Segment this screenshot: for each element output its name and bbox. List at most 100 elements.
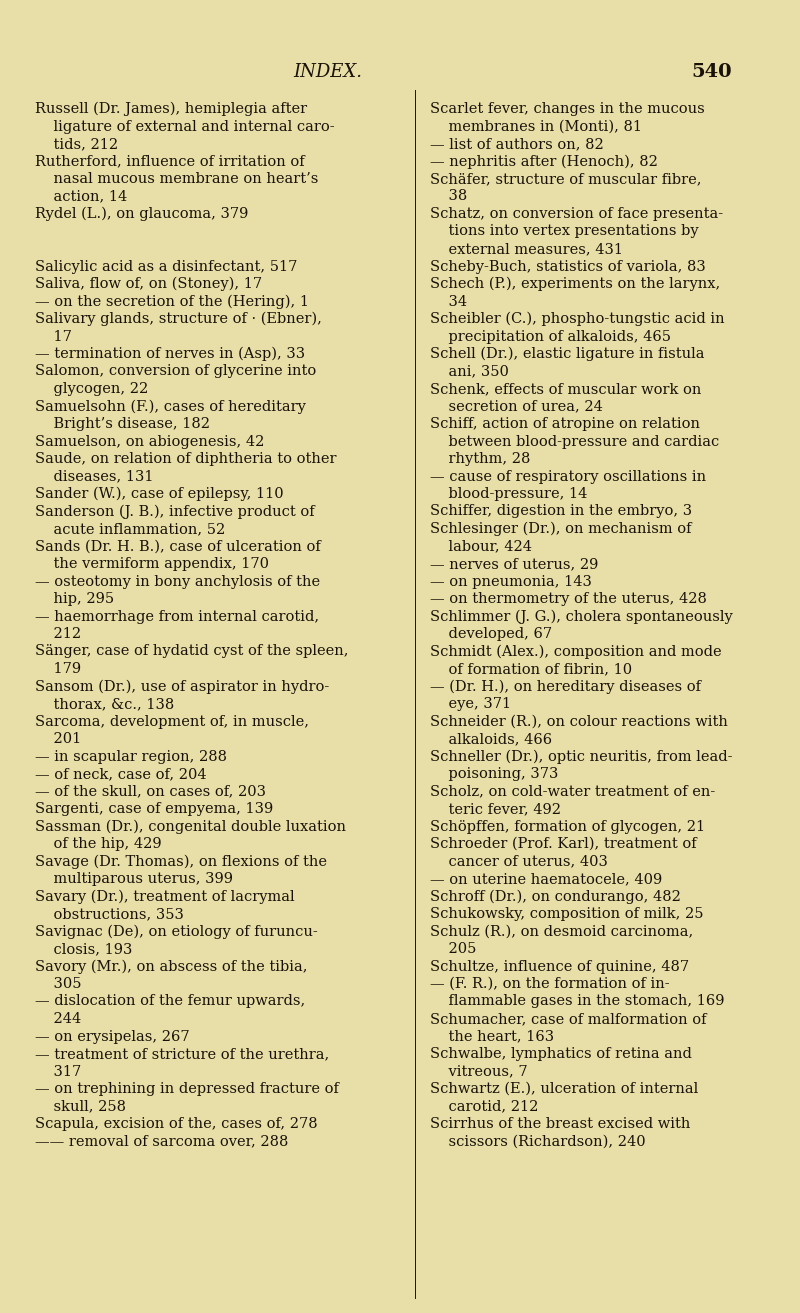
- Text: Schenk, effects of muscular work on: Schenk, effects of muscular work on: [430, 382, 702, 397]
- Text: obstructions, 353: obstructions, 353: [35, 907, 184, 920]
- Text: Rutherford, influence of irritation of: Rutherford, influence of irritation of: [35, 155, 305, 168]
- Text: ani, 350: ani, 350: [430, 365, 509, 378]
- Text: Schroff (Dr.), on condurango, 482: Schroff (Dr.), on condurango, 482: [430, 889, 681, 903]
- Text: — (F. R.), on the formation of in-: — (F. R.), on the formation of in-: [430, 977, 670, 991]
- Text: Schukowsky, composition of milk, 25: Schukowsky, composition of milk, 25: [430, 907, 703, 920]
- Text: — treatment of stricture of the urethra,: — treatment of stricture of the urethra,: [35, 1046, 330, 1061]
- Text: of the hip, 429: of the hip, 429: [35, 836, 162, 851]
- Text: acute inflammation, 52: acute inflammation, 52: [35, 523, 226, 536]
- Text: Russell (Dr. James), hemiplegia after: Russell (Dr. James), hemiplegia after: [35, 102, 307, 117]
- Text: Scarlet fever, changes in the mucous: Scarlet fever, changes in the mucous: [430, 102, 705, 116]
- Text: — on the secretion of the (Hering), 1: — on the secretion of the (Hering), 1: [35, 294, 309, 309]
- Text: Sands (Dr. H. B.), case of ulceration of: Sands (Dr. H. B.), case of ulceration of: [35, 540, 321, 554]
- Text: — on thermometry of the uterus, 428: — on thermometry of the uterus, 428: [430, 592, 707, 607]
- Text: Sansom (Dr.), use of aspirator in hydro-: Sansom (Dr.), use of aspirator in hydro-: [35, 680, 330, 693]
- Text: tions into vertex presentations by: tions into vertex presentations by: [430, 225, 698, 239]
- Text: precipitation of alkaloids, 465: precipitation of alkaloids, 465: [430, 330, 671, 344]
- Text: Savage (Dr. Thomas), on flexions of the: Savage (Dr. Thomas), on flexions of the: [35, 855, 327, 869]
- Text: Schäfer, structure of muscular fibre,: Schäfer, structure of muscular fibre,: [430, 172, 702, 186]
- Text: Schell (Dr.), elastic ligature in fistula: Schell (Dr.), elastic ligature in fistul…: [430, 347, 705, 361]
- Text: Schneller (Dr.), optic neuritis, from lead-: Schneller (Dr.), optic neuritis, from le…: [430, 750, 733, 764]
- Text: diseases, 131: diseases, 131: [35, 470, 154, 483]
- Text: — on trephining in depressed fracture of: — on trephining in depressed fracture of: [35, 1082, 339, 1096]
- Text: nasal mucous membrane on heart’s: nasal mucous membrane on heart’s: [35, 172, 318, 186]
- Text: — nerves of uterus, 29: — nerves of uterus, 29: [430, 557, 598, 571]
- Text: Samuelsohn (F.), cases of hereditary: Samuelsohn (F.), cases of hereditary: [35, 399, 306, 414]
- Text: Sanderson (J. B.), infective product of: Sanderson (J. B.), infective product of: [35, 504, 314, 519]
- Text: glycogen, 22: glycogen, 22: [35, 382, 148, 397]
- Text: poisoning, 373: poisoning, 373: [430, 767, 558, 781]
- Text: Sander (W.), case of epilepsy, 110: Sander (W.), case of epilepsy, 110: [35, 487, 284, 502]
- Text: Scheby-Buch, statistics of variola, 83: Scheby-Buch, statistics of variola, 83: [430, 260, 706, 273]
- Text: Scirrhus of the breast excised with: Scirrhus of the breast excised with: [430, 1117, 690, 1130]
- Text: — of the skull, on cases of, 203: — of the skull, on cases of, 203: [35, 784, 266, 798]
- Text: Sänger, case of hydatid cyst of the spleen,: Sänger, case of hydatid cyst of the sple…: [35, 645, 349, 659]
- Text: Samuelson, on abiogenesis, 42: Samuelson, on abiogenesis, 42: [35, 435, 264, 449]
- Text: Salicylic acid as a disinfectant, 517: Salicylic acid as a disinfectant, 517: [35, 260, 298, 273]
- Text: Salomon, conversion of glycerine into: Salomon, conversion of glycerine into: [35, 365, 316, 378]
- Text: INDEX.: INDEX.: [294, 63, 362, 81]
- Text: Sargenti, case of empyema, 139: Sargenti, case of empyema, 139: [35, 802, 274, 815]
- Text: blood-pressure, 14: blood-pressure, 14: [430, 487, 587, 502]
- Text: 38: 38: [430, 189, 467, 204]
- Text: between blood-pressure and cardiac: between blood-pressure and cardiac: [430, 435, 719, 449]
- Text: Savory (Mr.), on abscess of the tibia,: Savory (Mr.), on abscess of the tibia,: [35, 960, 307, 974]
- Text: action, 14: action, 14: [35, 189, 127, 204]
- Text: labour, 424: labour, 424: [430, 540, 532, 554]
- Text: Scheibler (C.), phospho-tungstic acid in: Scheibler (C.), phospho-tungstic acid in: [430, 312, 725, 327]
- Text: Schöpffen, formation of ɡlycogen, 21: Schöpffen, formation of ɡlycogen, 21: [430, 819, 705, 834]
- Text: Schlesinger (Dr.), on mechanism of: Schlesinger (Dr.), on mechanism of: [430, 523, 691, 537]
- Text: — in scapular region, 288: — in scapular region, 288: [35, 750, 227, 763]
- Text: cancer of uterus, 403: cancer of uterus, 403: [430, 855, 608, 868]
- Text: Schmidt (Alex.), composition and mode: Schmidt (Alex.), composition and mode: [430, 645, 722, 659]
- Text: closis, 193: closis, 193: [35, 941, 132, 956]
- Text: hip, 295: hip, 295: [35, 592, 114, 607]
- Text: — of neck, case of, 204: — of neck, case of, 204: [35, 767, 206, 781]
- Text: Schatz, on conversion of face presenta-: Schatz, on conversion of face presenta-: [430, 207, 723, 221]
- Text: Schroeder (Prof. Karl), treatment of: Schroeder (Prof. Karl), treatment of: [430, 836, 697, 851]
- Text: — termination of nerves in (Asp), 33: — termination of nerves in (Asp), 33: [35, 347, 305, 361]
- Text: — list of authors on, 82: — list of authors on, 82: [430, 137, 604, 151]
- Text: Schulz (R.), on desmoid carcinoma,: Schulz (R.), on desmoid carcinoma,: [430, 924, 694, 939]
- Text: — on erysipelas, 267: — on erysipelas, 267: [35, 1029, 190, 1044]
- Text: Scapula, excision of the, cases of, 278: Scapula, excision of the, cases of, 278: [35, 1117, 318, 1130]
- Text: — osteotomy in bony anchylosis of the: — osteotomy in bony anchylosis of the: [35, 575, 320, 588]
- Text: 244: 244: [35, 1012, 82, 1025]
- Text: the vermiform appendix, 170: the vermiform appendix, 170: [35, 557, 269, 571]
- Text: Schumacher, case of malformation of: Schumacher, case of malformation of: [430, 1012, 706, 1025]
- Text: developed, 67: developed, 67: [430, 628, 552, 641]
- Text: 317: 317: [35, 1065, 82, 1078]
- Text: teric fever, 492: teric fever, 492: [430, 802, 561, 815]
- Text: Schneider (R.), on colour reactions with: Schneider (R.), on colour reactions with: [430, 714, 728, 729]
- Text: —— removal of sarcoma over, 288: —— removal of sarcoma over, 288: [35, 1134, 288, 1149]
- Text: eye, 371: eye, 371: [430, 697, 511, 712]
- Text: 17: 17: [35, 330, 72, 344]
- Text: 305: 305: [35, 977, 82, 991]
- Text: Schiff, action of atropine on relation: Schiff, action of atropine on relation: [430, 418, 700, 431]
- Text: Salivary glands, structure of · (Ebner),: Salivary glands, structure of · (Ebner),: [35, 312, 322, 327]
- Text: 201: 201: [35, 733, 82, 746]
- Text: — (Dr. H.), on hereditary diseases of: — (Dr. H.), on hereditary diseases of: [430, 680, 701, 693]
- Text: Rydel (L.), on glaucoma, 379: Rydel (L.), on glaucoma, 379: [35, 207, 248, 222]
- Text: Bright’s disease, 182: Bright’s disease, 182: [35, 418, 210, 431]
- Text: membranes in (Monti), 81: membranes in (Monti), 81: [430, 119, 642, 134]
- Text: 540: 540: [691, 63, 732, 81]
- Text: vitreous, 7: vitreous, 7: [430, 1065, 528, 1078]
- Text: 212: 212: [35, 628, 81, 641]
- Text: — on uterine haematocele, 409: — on uterine haematocele, 409: [430, 872, 662, 886]
- Text: — cause of respiratory oscillations in: — cause of respiratory oscillations in: [430, 470, 706, 483]
- Text: Sassman (Dr.), congenital double luxation: Sassman (Dr.), congenital double luxatio…: [35, 819, 346, 834]
- Text: Savary (Dr.), treatment of lacrymal: Savary (Dr.), treatment of lacrymal: [35, 889, 294, 903]
- Text: Schlimmer (J. G.), cholera spontaneously: Schlimmer (J. G.), cholera spontaneously: [430, 609, 733, 624]
- Text: 34: 34: [430, 294, 467, 309]
- Text: carotid, 212: carotid, 212: [430, 1099, 538, 1113]
- Text: rhythm, 28: rhythm, 28: [430, 452, 530, 466]
- Text: of formation of fibrin, 10: of formation of fibrin, 10: [430, 662, 632, 676]
- Text: Savignac (De), on etiology of furuncu-: Savignac (De), on etiology of furuncu-: [35, 924, 318, 939]
- Text: Sarcoma, development of, in muscle,: Sarcoma, development of, in muscle,: [35, 714, 309, 729]
- Text: Schultze, influence of quinine, 487: Schultze, influence of quinine, 487: [430, 960, 689, 973]
- Text: skull, 258: skull, 258: [35, 1099, 126, 1113]
- Text: Saliva, flow of, on (Stoney), 17: Saliva, flow of, on (Stoney), 17: [35, 277, 262, 291]
- Text: scissors (Richardson), 240: scissors (Richardson), 240: [430, 1134, 646, 1149]
- Text: Saude, on relation of diphtheria to other: Saude, on relation of diphtheria to othe…: [35, 452, 337, 466]
